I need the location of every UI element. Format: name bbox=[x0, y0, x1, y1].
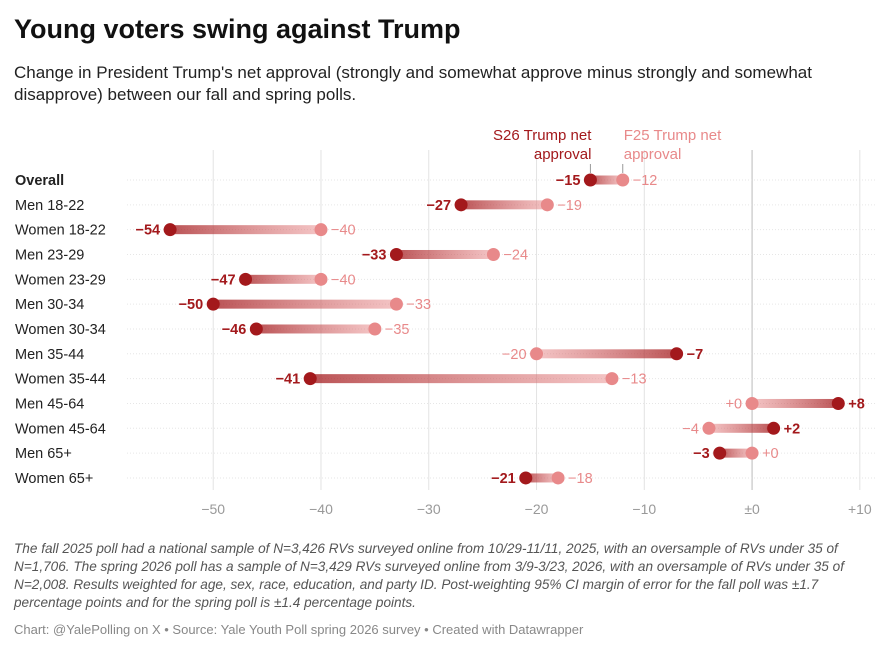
dumbbell-bar bbox=[590, 175, 623, 185]
f25-value-label: −24 bbox=[503, 247, 528, 263]
f25-dot bbox=[314, 272, 328, 286]
s26-value-label: −47 bbox=[211, 272, 236, 288]
row-label: Men 23-29 bbox=[15, 247, 84, 263]
row-label: Women 18-22 bbox=[15, 223, 106, 239]
s26-dot bbox=[206, 297, 220, 311]
f25-value-label: −13 bbox=[622, 372, 647, 388]
chart-title: Young voters swing against Trump bbox=[14, 14, 461, 44]
row-label: Men 18-22 bbox=[15, 198, 84, 214]
x-tick-label: −20 bbox=[525, 501, 549, 517]
dumbbell-bar bbox=[719, 448, 753, 458]
s26-value-label: −7 bbox=[687, 347, 704, 363]
row-label: Women 35-44 bbox=[15, 372, 106, 388]
row-label: Overall bbox=[15, 173, 64, 189]
f25-dot bbox=[530, 347, 544, 361]
x-tick-label: −40 bbox=[309, 501, 333, 517]
f25-dot bbox=[702, 421, 716, 435]
s26-dot bbox=[519, 471, 533, 485]
f25-dot bbox=[314, 223, 328, 237]
dumbbell-bar bbox=[461, 200, 548, 210]
s26-value-label: −33 bbox=[362, 247, 387, 263]
f25-value-label: −4 bbox=[682, 421, 699, 437]
s26-dot bbox=[713, 446, 727, 460]
s26-dot bbox=[767, 421, 781, 435]
s26-dot bbox=[303, 372, 317, 386]
f25-value-label: −20 bbox=[502, 347, 527, 363]
row-label: Women 23-29 bbox=[15, 272, 106, 288]
dumbbell-chart: −50 −40 −30 −20 −10 ±0 +10 Overall −15 −12 Men 18-… bbox=[15, 127, 876, 517]
x-tick-label: −50 bbox=[201, 501, 225, 517]
dumbbell-bar bbox=[310, 374, 612, 384]
row-label: Women 65+ bbox=[15, 471, 93, 487]
dumbbell-bar bbox=[708, 423, 774, 433]
row-label: Men 65+ bbox=[15, 446, 72, 462]
s26-dot bbox=[163, 223, 177, 237]
s26-value-label: +2 bbox=[784, 421, 801, 437]
s26-value-label: −27 bbox=[426, 198, 451, 214]
f25-value-label: +0 bbox=[762, 446, 779, 462]
dumbbell-bar bbox=[245, 274, 321, 284]
f25-dot bbox=[745, 396, 759, 410]
s26-dot bbox=[239, 272, 253, 286]
dumbbell-bar bbox=[752, 398, 839, 408]
dumbbell-bar bbox=[525, 473, 559, 483]
s26-value-label: +8 bbox=[848, 396, 865, 412]
f25-value-label: −40 bbox=[331, 272, 356, 288]
x-tick-label: ±0 bbox=[744, 501, 760, 517]
dumbbell-bar bbox=[396, 249, 494, 259]
f25-value-label: +0 bbox=[726, 396, 743, 412]
chart-subtitle: Change in President Trump's net approval… bbox=[14, 63, 812, 104]
f25-dot bbox=[540, 198, 554, 212]
f25-dot bbox=[605, 372, 619, 386]
s26-value-label: −15 bbox=[556, 173, 581, 189]
s26-dot bbox=[249, 322, 263, 336]
row-label: Men 30-34 bbox=[15, 297, 84, 313]
x-tick-label: +10 bbox=[848, 501, 872, 517]
s26-dot bbox=[454, 198, 468, 212]
methodology-notes: The fall 2025 poll had a national sample… bbox=[14, 541, 844, 610]
row-label: Men 35-44 bbox=[15, 347, 84, 363]
s26-value-label: −41 bbox=[276, 372, 301, 388]
s26-dot bbox=[389, 247, 403, 261]
x-tick-label: −10 bbox=[632, 501, 656, 517]
s26-value-label: −50 bbox=[179, 297, 204, 313]
s26-value-label: −21 bbox=[491, 471, 516, 487]
chart-footer: Chart: @YalePolling on X • Source: Yale … bbox=[14, 622, 584, 637]
f25-dot bbox=[745, 446, 759, 460]
f25-value-label: −12 bbox=[633, 173, 658, 189]
s26-value-label: −46 bbox=[222, 322, 247, 338]
s26-value-label: −3 bbox=[693, 446, 710, 462]
row-label: Men 45-64 bbox=[15, 396, 84, 412]
f25-dot bbox=[368, 322, 382, 336]
dumbbell-bar bbox=[213, 299, 397, 309]
f25-dot bbox=[616, 173, 630, 187]
f25-value-label: −33 bbox=[406, 297, 431, 313]
f25-dot bbox=[486, 247, 500, 261]
f25-dot bbox=[551, 471, 565, 485]
s26-dot bbox=[670, 347, 684, 361]
f25-value-label: −19 bbox=[557, 198, 582, 214]
f25-value-label: −18 bbox=[568, 471, 593, 487]
legend-s26: S26 Trump net approval bbox=[493, 127, 592, 163]
s26-dot bbox=[583, 173, 597, 187]
s26-dot bbox=[831, 396, 845, 410]
row-label: Women 45-64 bbox=[15, 421, 106, 437]
f25-dot bbox=[389, 297, 403, 311]
s26-value-label: −54 bbox=[135, 223, 160, 239]
x-tick-label: −30 bbox=[417, 501, 441, 517]
f25-value-label: −35 bbox=[385, 322, 410, 338]
dumbbell-bar bbox=[256, 324, 375, 334]
legend-f25: F25 Trump net approval bbox=[624, 127, 722, 163]
f25-value-label: −40 bbox=[331, 223, 356, 239]
dumbbell-bar bbox=[170, 225, 321, 235]
dumbbell-bar bbox=[536, 349, 677, 359]
row-label: Women 30-34 bbox=[15, 322, 106, 338]
